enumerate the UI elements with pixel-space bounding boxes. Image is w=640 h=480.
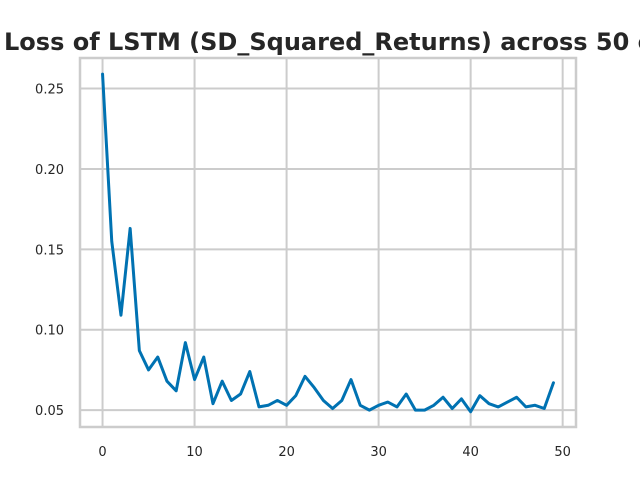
x-tick-label: 20 [278, 445, 295, 460]
y-axis-tick-labels: 0.05 0.10 0.15 0.20 0.25 [35, 83, 64, 420]
y-tick-label: 0.05 [35, 404, 64, 419]
series-group [101, 72, 555, 414]
y-tick-label: 0.25 [35, 83, 64, 98]
x-tick-label: 50 [554, 445, 571, 460]
plot-frame [78, 56, 578, 429]
gridlines [80, 58, 576, 427]
chart-title: Loss of LSTM (SD_Squared_Returns) across… [4, 28, 640, 56]
x-axis-tick-labels: 0 10 20 30 40 50 [98, 445, 571, 460]
x-tick-label: 40 [462, 445, 479, 460]
y-tick-label: 0.10 [35, 324, 64, 339]
y-tick-label: 0.15 [35, 243, 64, 258]
x-tick-label: 30 [370, 445, 387, 460]
y-tick-label: 0.20 [35, 163, 64, 178]
x-tick-label: 10 [186, 445, 203, 460]
loss-series-line [101, 72, 555, 414]
x-tick-label: 0 [98, 445, 106, 460]
